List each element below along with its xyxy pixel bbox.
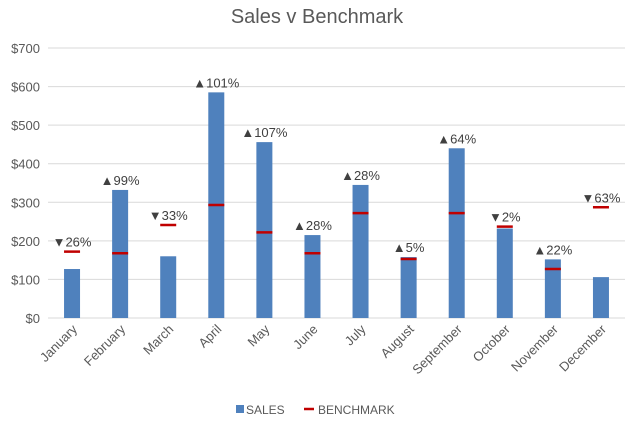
x-tick-label: November	[508, 321, 561, 374]
y-tick-label: $400	[11, 157, 40, 172]
x-tick-label: December	[556, 321, 609, 374]
x-tick-label: May	[245, 321, 273, 349]
legend-sales-swatch	[236, 405, 244, 413]
data-label: ▼26%	[53, 235, 92, 250]
legend: SALES BENCHMARK	[236, 403, 395, 417]
bar-july	[352, 184, 369, 318]
y-tick-label: $0	[26, 311, 40, 326]
benchmark-markers	[64, 203, 609, 271]
data-labels: ▼26%▲99%▼33%▲101%▲107%▲28%▲28%▲5%▲64%▼2%…	[53, 75, 621, 257]
data-label-text: 33%	[162, 208, 188, 223]
data-label-text: 99%	[114, 173, 140, 188]
y-tick-label: $500	[11, 118, 40, 133]
data-label: ▲22%	[533, 242, 572, 257]
y-tick-label: $700	[11, 41, 40, 56]
data-label-arrow: ▲	[193, 75, 206, 90]
x-axis-ticks: January February March April May June July Augu…	[37, 321, 610, 377]
data-label: ▲28%	[293, 218, 332, 233]
data-label-text: 28%	[354, 168, 380, 183]
data-label: ▲101%	[193, 75, 240, 90]
data-label-text: 107%	[254, 125, 288, 140]
data-label: ▲64%	[437, 131, 476, 146]
bar-march	[160, 256, 177, 318]
bar-october	[496, 228, 513, 318]
y-axis-ticks: $0 $100 $200 $300 $400 $500 $600 $700	[11, 41, 40, 326]
x-tick-label: January	[37, 321, 81, 365]
bar-august	[400, 257, 417, 318]
gridlines	[48, 47, 625, 319]
data-label: ▲28%	[341, 168, 380, 183]
legend-benchmark-label: BENCHMARK	[318, 403, 395, 417]
y-tick-label: $600	[11, 80, 40, 95]
bar-november	[544, 259, 561, 318]
x-tick-label: June	[290, 322, 321, 353]
data-label-arrow: ▲	[101, 173, 114, 188]
data-label: ▼63%	[582, 190, 621, 205]
data-label: ▲107%	[241, 125, 288, 140]
x-tick-label: February	[81, 321, 129, 369]
data-label: ▲99%	[101, 173, 140, 188]
data-label-text: 5%	[406, 240, 425, 255]
y-tick-label: $200	[11, 234, 40, 249]
x-tick-label: August	[378, 321, 417, 360]
y-tick-label: $300	[11, 195, 40, 210]
x-tick-label: March	[140, 322, 176, 358]
x-tick-label: October	[470, 321, 514, 365]
data-label: ▲5%	[393, 240, 425, 255]
data-label-arrow: ▲	[293, 218, 306, 233]
bar-december	[592, 277, 609, 318]
x-tick-label: April	[195, 321, 224, 350]
data-label-arrow: ▲	[341, 168, 354, 183]
data-label-text: 63%	[594, 190, 620, 205]
data-label-arrow: ▲	[437, 131, 450, 146]
data-label-text: 26%	[65, 235, 91, 250]
data-label: ▼2%	[489, 210, 521, 225]
x-tick-label: July	[342, 321, 369, 348]
y-tick-label: $100	[11, 272, 40, 287]
data-label-arrow: ▲	[393, 240, 406, 255]
data-label-text: 2%	[502, 210, 521, 225]
data-label-arrow: ▼	[582, 190, 595, 205]
x-tick-label: September	[409, 321, 465, 377]
bar-september	[448, 148, 465, 318]
data-label-arrow: ▲	[533, 242, 546, 257]
bar-january	[64, 269, 81, 318]
data-label-arrow: ▲	[241, 125, 254, 140]
bar-may	[256, 142, 273, 318]
legend-sales-label: SALES	[246, 403, 285, 417]
bar-june	[304, 235, 321, 318]
data-label-arrow: ▼	[53, 235, 66, 250]
data-label-text: 64%	[450, 131, 476, 146]
chart-title: Sales v Benchmark	[231, 6, 404, 28]
data-label-text: 101%	[206, 75, 240, 90]
sales-bars	[64, 92, 609, 318]
data-label-arrow: ▼	[489, 210, 502, 225]
data-label-text: 28%	[306, 218, 332, 233]
data-label: ▼33%	[149, 208, 188, 223]
data-label-text: 22%	[546, 242, 572, 257]
data-label-arrow: ▼	[149, 208, 162, 223]
